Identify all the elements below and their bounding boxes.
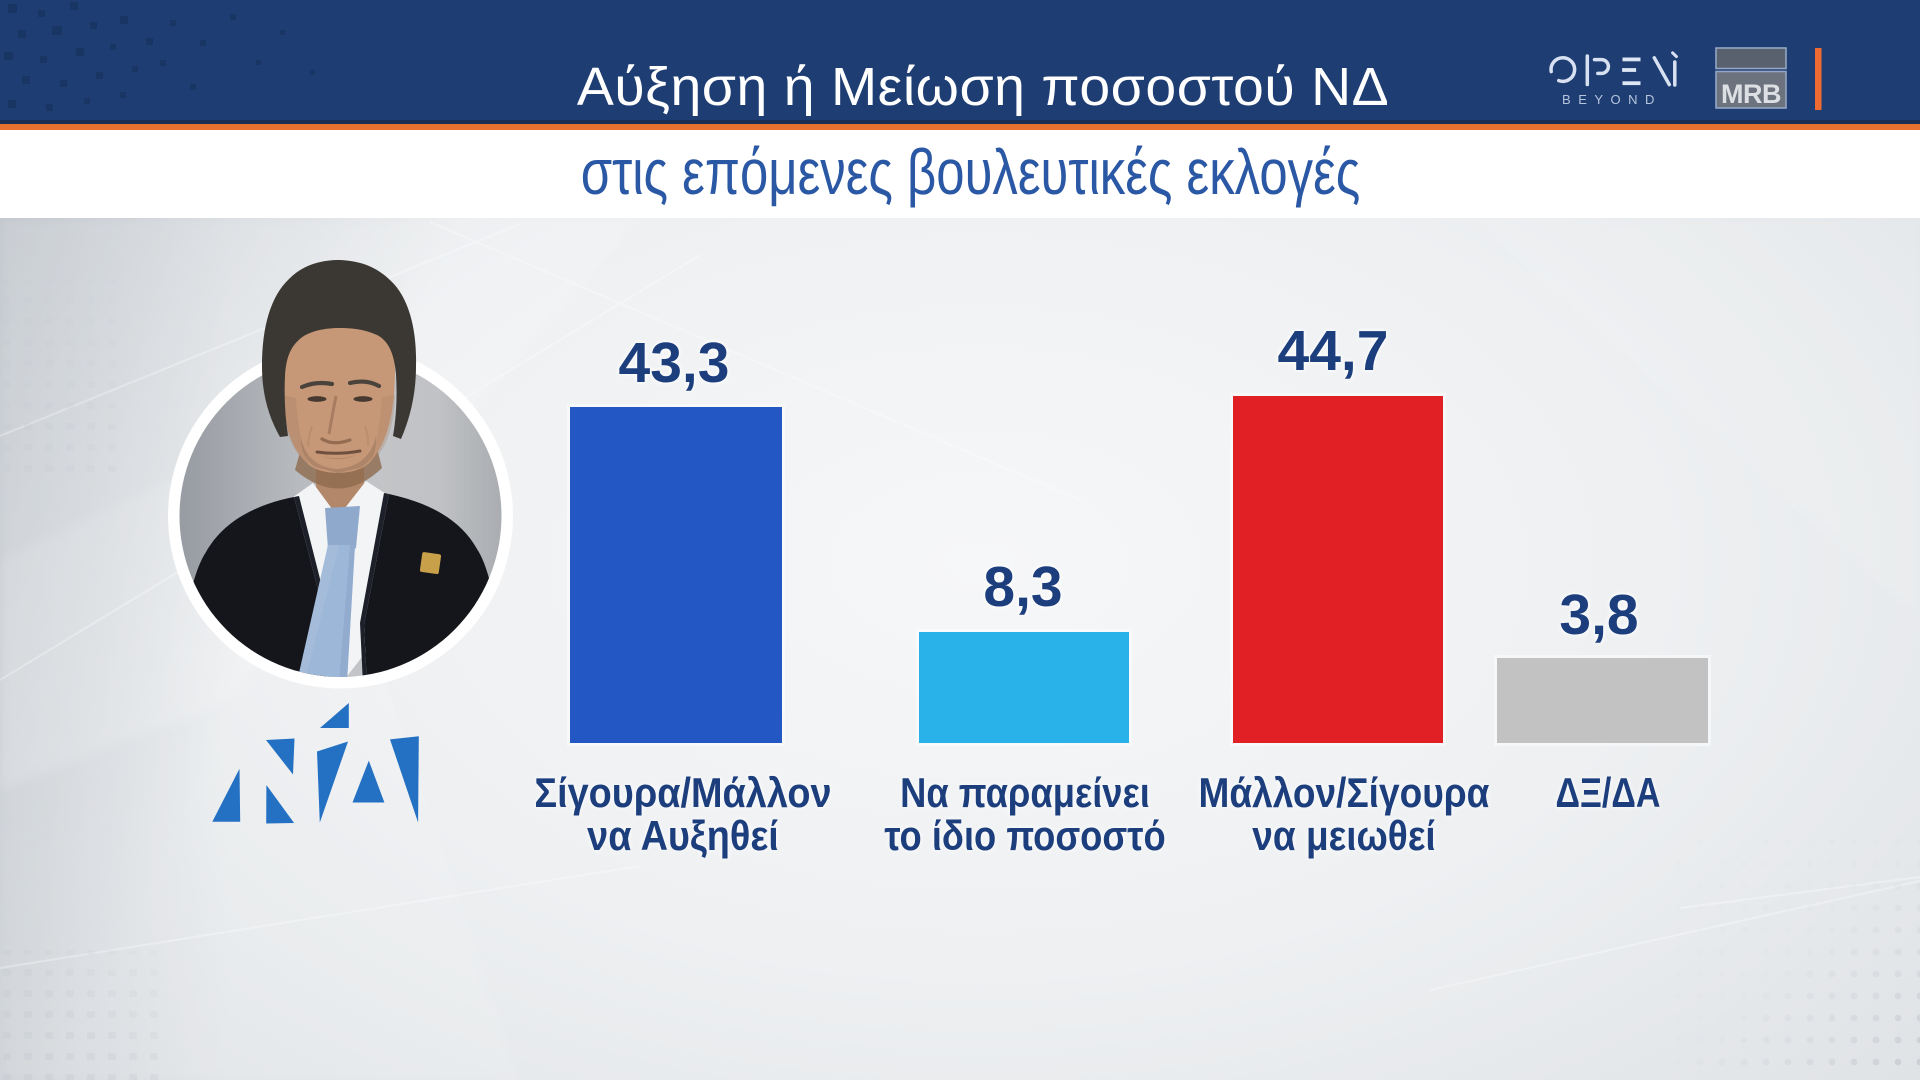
svg-text:BEYOND: BEYOND — [1562, 92, 1662, 107]
svg-text:MRB: MRB — [1721, 79, 1781, 109]
